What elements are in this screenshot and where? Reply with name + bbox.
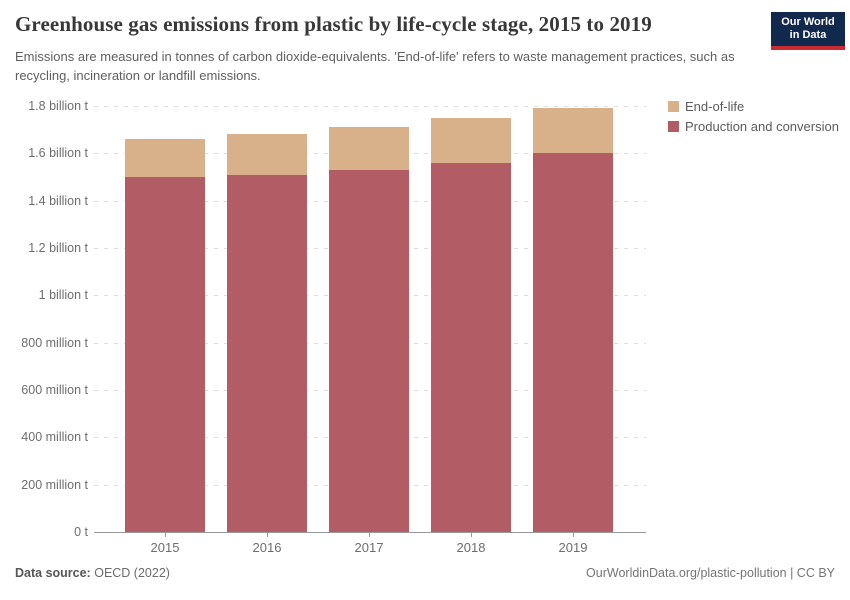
data-source-value: OECD (2022) — [94, 566, 170, 580]
gridline — [94, 106, 646, 107]
attribution-link[interactable]: OurWorldinData.org/plastic-pollution | C… — [586, 566, 835, 580]
y-tick-label: 400 million t — [21, 430, 88, 445]
bar-2019-production-segment[interactable] — [533, 153, 613, 532]
y-tick-label: 200 million t — [21, 477, 88, 492]
page-title: Greenhouse gas emissions from plastic by… — [15, 12, 652, 36]
data-source: Data source: OECD (2022) — [15, 566, 170, 580]
bar-2016-end-of-life-segment[interactable] — [227, 134, 307, 175]
bar-2015-end-of-life-segment[interactable] — [125, 139, 205, 177]
legend-item-end-of-life[interactable]: End-of-life — [668, 99, 839, 114]
y-tick-label: 600 million t — [21, 383, 88, 397]
y-tick-label: 1.2 billion t — [28, 241, 88, 255]
x-tick-label-2019: 2019 — [558, 540, 588, 555]
legend-label: Production and conversion — [685, 119, 839, 134]
y-tick-label: 1.8 billion t — [28, 99, 88, 113]
owid-logo[interactable]: Our World in Data — [771, 12, 845, 50]
legend-item-production-and-conversion[interactable]: Production and conversion — [668, 119, 839, 134]
bar-2017[interactable] — [329, 127, 409, 532]
y-tick-label: 1.4 billion t — [28, 193, 88, 208]
bar-2019[interactable] — [533, 108, 613, 532]
x-tick — [471, 533, 472, 537]
legend-swatch — [668, 101, 679, 112]
x-tick-label-2016: 2016 — [252, 540, 282, 555]
chart-legend: End-of-life Production and conversion — [668, 99, 839, 134]
bar-2016-production-segment[interactable] — [227, 174, 307, 532]
bar-2018-end-of-life-segment[interactable] — [431, 117, 511, 163]
y-tick-label: 0 t — [74, 525, 88, 539]
legend-swatch — [668, 121, 679, 132]
legend-label: End-of-life — [685, 99, 745, 114]
x-tick — [165, 533, 166, 537]
data-source-label: Data source: — [15, 566, 91, 580]
bar-2016[interactable] — [227, 134, 307, 532]
y-tick-label: 1 billion t — [38, 288, 88, 303]
bar-2017-production-segment[interactable] — [329, 169, 409, 532]
x-tick-label-2017: 2017 — [354, 540, 384, 555]
bar-2019-end-of-life-segment[interactable] — [533, 108, 613, 154]
y-tick-label: 800 million t — [21, 335, 88, 350]
bar-2015[interactable] — [125, 139, 205, 532]
bar-2015-production-segment[interactable] — [125, 176, 205, 532]
owid-logo-line2: in Data — [789, 29, 827, 41]
x-axis-line — [94, 532, 646, 533]
x-tick-label-2018: 2018 — [456, 540, 486, 555]
bar-2018[interactable] — [431, 117, 511, 532]
chart-footer: Data source: OECD (2022) OurWorldinData.… — [0, 566, 850, 580]
x-tick — [267, 533, 268, 537]
x-tick — [369, 533, 370, 537]
owid-logo-line1: Our World — [781, 15, 835, 28]
y-tick-label: 1.6 billion t — [28, 146, 88, 161]
bar-2018-production-segment[interactable] — [431, 162, 511, 532]
page-subtitle: Emissions are measured in tonnes of carb… — [15, 49, 735, 83]
x-tick-label-2015: 2015 — [150, 540, 180, 555]
x-tick — [573, 533, 574, 537]
bar-2017-end-of-life-segment[interactable] — [329, 127, 409, 170]
